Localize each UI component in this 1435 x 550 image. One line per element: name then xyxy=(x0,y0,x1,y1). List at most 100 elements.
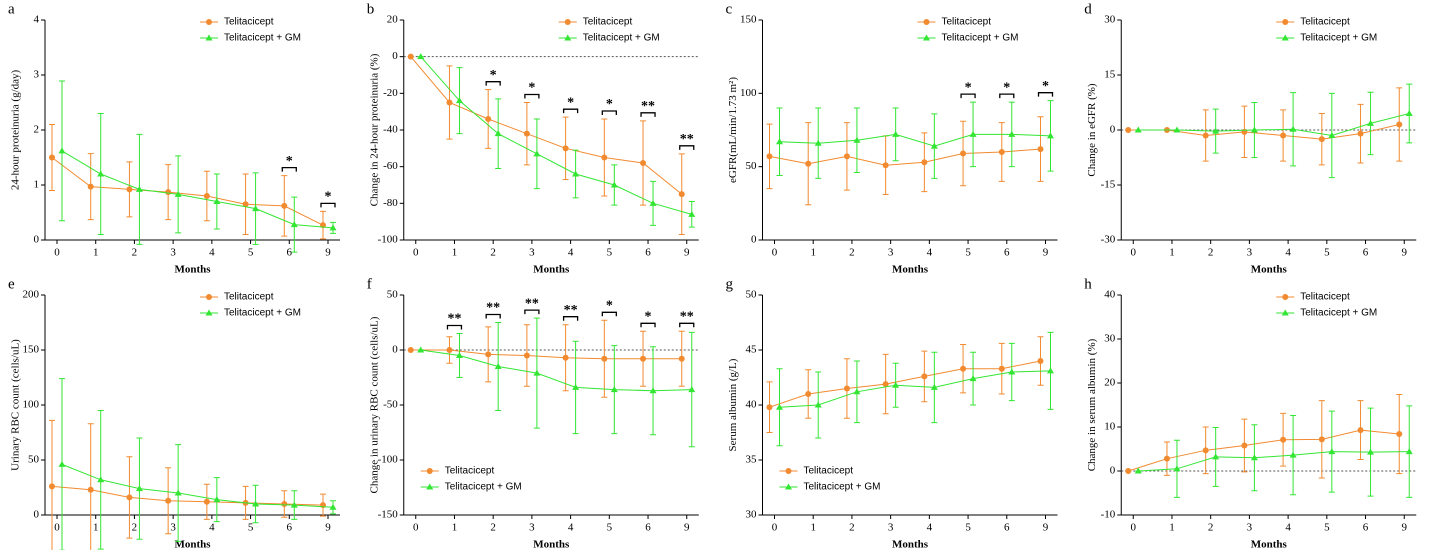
y-axis-label: 24-hour proteinuria (g/day) xyxy=(10,69,22,190)
y-tick-label: -30 xyxy=(1101,234,1116,246)
marker xyxy=(58,147,66,154)
significance-bracket xyxy=(960,93,976,99)
marker xyxy=(960,150,967,157)
x-tick-label: 5 xyxy=(965,522,971,534)
marker xyxy=(494,363,502,369)
significance-label: * xyxy=(325,190,332,205)
marker xyxy=(252,205,260,212)
marker xyxy=(921,373,928,380)
marker xyxy=(329,503,337,510)
marker xyxy=(1212,453,1220,460)
x-tick-label: 0 xyxy=(413,247,419,259)
marker xyxy=(417,53,425,60)
marker xyxy=(97,476,105,483)
legend-marker xyxy=(1281,309,1289,316)
y-tick-label: 150 xyxy=(23,344,40,356)
marker xyxy=(87,183,94,190)
x-tick-label: 1 xyxy=(810,247,816,259)
marker xyxy=(329,224,337,231)
legend-label: Telitacicept + GM xyxy=(1300,33,1377,44)
y-axis-label: Change in 24-hour proteinuria (%) xyxy=(368,53,380,206)
marker xyxy=(1357,427,1364,434)
marker xyxy=(1405,448,1413,455)
marker xyxy=(446,99,453,106)
y-tick-label: 30 xyxy=(1104,14,1116,26)
marker xyxy=(640,160,647,166)
marker xyxy=(1212,127,1220,134)
x-tick-label: 6 xyxy=(645,522,651,534)
x-tick-label: 5 xyxy=(1324,522,1330,534)
marker xyxy=(853,136,861,143)
x-tick-label: 5 xyxy=(248,247,254,259)
y-tick-label: 50 xyxy=(28,454,40,466)
marker xyxy=(930,142,938,149)
x-tick-label: 1 xyxy=(452,247,458,259)
y-tick-label: -40 xyxy=(383,124,398,136)
marker xyxy=(1047,367,1054,374)
x-tick-label: 1 xyxy=(1169,247,1175,259)
x-tick-label: 1 xyxy=(1169,522,1175,534)
significance-bracket xyxy=(679,145,695,150)
legend-label: Telitacicept + GM xyxy=(224,308,301,319)
significance-label: ** xyxy=(641,99,655,114)
marker xyxy=(882,381,889,388)
x-tick-label: 3 xyxy=(888,522,894,534)
x-axis-label: Months xyxy=(174,539,211,550)
x-tick-label: 5 xyxy=(1324,247,1330,259)
series-line xyxy=(1138,113,1410,137)
marker xyxy=(1396,431,1403,438)
marker xyxy=(1367,448,1375,455)
x-tick-label: 0 xyxy=(772,522,778,534)
x-tick-label: 2 xyxy=(132,247,138,259)
marker xyxy=(523,130,530,137)
marker xyxy=(766,404,773,411)
legend-marker xyxy=(1282,19,1289,25)
series-line xyxy=(779,370,1051,408)
y-axis-label: Serum albumin (g/L) xyxy=(727,358,739,451)
significance-label: * xyxy=(1003,80,1010,95)
y-tick-label: 35 xyxy=(746,454,758,466)
significance-label: * xyxy=(645,310,652,325)
x-tick-label: 3 xyxy=(529,247,535,259)
legend-marker xyxy=(426,468,433,474)
marker xyxy=(1047,132,1054,139)
y-tick-label: 40 xyxy=(746,399,758,411)
marker xyxy=(843,385,850,392)
x-tick-label: 9 xyxy=(325,522,331,534)
marker xyxy=(58,460,66,467)
y-tick-label: -50 xyxy=(383,399,398,411)
x-tick-label: 2 xyxy=(1208,247,1214,259)
y-tick-label: -60 xyxy=(383,160,398,172)
marker xyxy=(930,383,938,390)
marker xyxy=(203,498,210,505)
y-tick-label: 100 xyxy=(23,399,40,411)
y-axis-label: Change in urinary RBC count (cells/uL) xyxy=(368,316,380,493)
significance-label: * xyxy=(965,80,972,95)
x-tick-label: 6 xyxy=(1004,247,1010,259)
marker xyxy=(1289,451,1297,458)
y-tick-label: 15 xyxy=(1104,69,1116,81)
marker xyxy=(998,149,1005,155)
y-axis-label: Change in eGFR (%) xyxy=(1086,83,1098,177)
significance-label: ** xyxy=(564,303,578,318)
marker xyxy=(649,387,657,394)
marker xyxy=(1173,126,1181,133)
y-tick-label: 50 xyxy=(746,289,758,301)
marker xyxy=(776,403,783,410)
series-line xyxy=(769,360,1041,408)
significance-bracket xyxy=(640,112,656,117)
legend-marker xyxy=(785,483,792,490)
significance-bracket xyxy=(320,202,336,208)
significance-bracket xyxy=(485,313,501,319)
marker xyxy=(1280,132,1287,139)
significance-label: ** xyxy=(447,312,461,327)
marker xyxy=(485,351,492,358)
x-axis-label: Months xyxy=(1251,264,1288,276)
marker xyxy=(1037,146,1044,153)
x-tick-label: 9 xyxy=(1043,522,1049,534)
y-tick-label: 20 xyxy=(387,14,399,26)
y-tick-label: 0 xyxy=(1110,465,1116,477)
panel-letter: c xyxy=(726,1,733,17)
